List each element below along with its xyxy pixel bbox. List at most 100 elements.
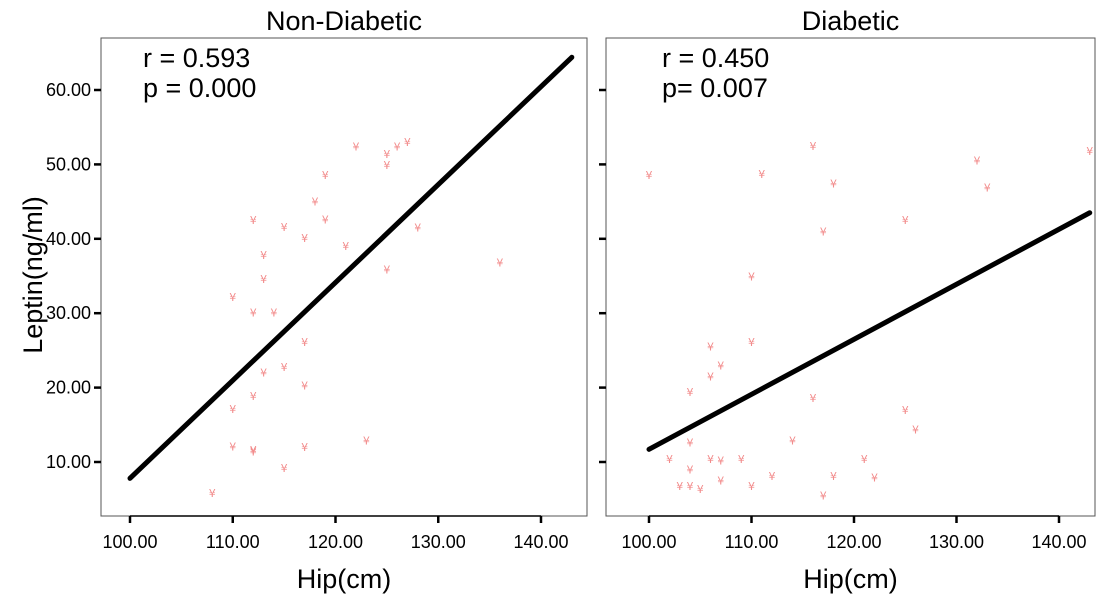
stat-p: p= 0.007 [662,73,768,103]
stat-r: r = 0.450 [662,43,769,73]
data-point: ¥ [383,148,390,161]
data-point: ¥ [810,392,817,405]
data-point: ¥ [322,169,329,182]
data-point: ¥ [229,291,236,304]
data-point: ¥ [260,249,267,262]
data-point: ¥ [769,470,776,483]
x-tick-label: 110.00 [725,532,779,552]
x-axis-title: Hip(cm) [297,564,392,594]
data-point: ¥ [311,196,318,209]
y-tick-label: 10.00 [46,452,91,472]
data-point: ¥ [322,213,329,226]
y-tick-label: 50.00 [46,154,91,174]
data-point: ¥ [383,263,390,276]
x-tick-label: 120.00 [826,532,881,552]
x-tick-label: 130.00 [929,532,984,552]
data-point: ¥ [748,480,755,493]
x-tick-label: 140.00 [1031,532,1086,552]
plot-frame [605,37,1096,517]
y-tick-label: 30.00 [46,303,91,323]
data-point: ¥ [666,453,673,466]
y-tick-label: 60.00 [46,80,91,100]
data-point: ¥ [820,489,827,502]
data-point: ¥ [810,140,817,153]
data-point: ¥ [342,240,349,253]
data-point: ¥ [270,306,277,319]
x-tick-label: 130.00 [411,532,466,552]
data-point: ¥ [496,257,503,270]
data-point: ¥ [383,159,390,172]
data-point: ¥ [830,470,837,483]
data-point: ¥ [984,181,991,194]
data-point: ¥ [687,463,694,476]
stat-r: r = 0.593 [143,43,250,73]
x-tick-label: 120.00 [308,532,363,552]
panel-diabetic: Diabetic 100.00 110.00 120.00 130.00 140.00 Hi… [599,6,1096,594]
data-point: ¥ [717,455,724,468]
data-point: ¥ [687,480,694,493]
data-point: ¥ [229,403,236,416]
data-point: ¥ [707,370,714,383]
data-point: ¥ [301,232,308,245]
data-point: ¥ [830,178,837,191]
panel-title: Diabetic [802,6,900,36]
x-tick-label: 100.00 [621,532,676,552]
data-point: ¥ [687,437,694,450]
data-point: ¥ [1086,145,1093,158]
data-point: ¥ [301,441,308,454]
stat-p: p = 0.000 [143,73,256,103]
data-point: ¥ [363,434,370,447]
data-point: ¥ [748,271,755,284]
data-point: ¥ [281,462,288,475]
y-axis-title: Leptin(ng/ml) [18,196,48,354]
data-point: ¥ [738,453,745,466]
data-point: ¥ [646,169,653,182]
data-point: ¥ [717,475,724,488]
data-point: ¥ [707,341,714,354]
y-tick-label: 40.00 [46,229,91,249]
panels-layer: Non-Diabetic 100.00 110.00 120.00 130.00 140.… [46,6,1096,594]
data-point: ¥ [250,390,257,403]
data-point: ¥ [912,423,919,436]
data-point: ¥ [301,336,308,349]
fit-line [127,54,575,481]
data-point: ¥ [209,487,216,500]
data-point: ¥ [871,472,878,485]
panel-non-diabetic: Non-Diabetic 100.00 110.00 120.00 130.00 140.… [46,6,588,594]
panel-title: Non-Diabetic [266,6,422,36]
data-point: ¥ [974,155,981,168]
x-tick-label: 100.00 [102,532,157,552]
data-point: ¥ [260,367,267,380]
data-point: ¥ [404,136,411,149]
data-point: ¥ [902,404,909,417]
data-point: ¥ [697,483,704,496]
data-point: ¥ [789,434,796,447]
data-point: ¥ [717,359,724,372]
data-point: ¥ [250,444,257,457]
data-point: ¥ [820,225,827,238]
data-point: ¥ [260,273,267,286]
x-tick-label: 110.00 [206,532,260,552]
data-point: ¥ [414,222,421,235]
data-point: ¥ [229,440,236,453]
x-axis-title: Hip(cm) [803,564,898,594]
data-point: ¥ [250,446,257,459]
data-point: ¥ [394,141,401,154]
data-point: ¥ [748,336,755,349]
data-point: ¥ [353,141,360,154]
data-point: ¥ [676,480,683,493]
data-point: ¥ [281,221,288,234]
data-point: ¥ [707,453,714,466]
data-point: ¥ [250,214,257,227]
fit-line [646,210,1093,452]
x-tick-label: 140.00 [513,532,568,552]
data-point: ¥ [758,168,765,181]
data-point: ¥ [301,379,308,392]
data-point: ¥ [687,386,694,399]
data-point: ¥ [861,453,868,466]
y-tick-label: 20.00 [46,378,91,398]
data-point: ¥ [902,214,909,227]
data-point: ¥ [250,306,257,319]
